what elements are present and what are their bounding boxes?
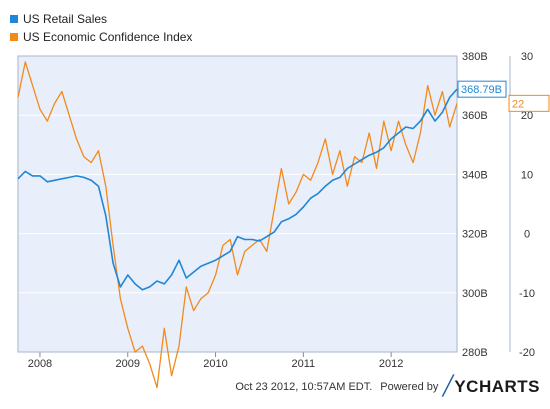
right-axis-tick-label: -20 bbox=[519, 347, 535, 359]
x-axis-tick-label: 2012 bbox=[379, 358, 403, 370]
end-label-box-retail-sales bbox=[457, 80, 507, 98]
series-line-retail-sales bbox=[17, 88, 458, 291]
left-axis-tick-label: 340B bbox=[462, 169, 488, 181]
x-axis-tick-label: 2009 bbox=[116, 358, 140, 370]
legend-item-retail-sales[interactable]: US Retail Sales bbox=[10, 10, 192, 28]
plot-border bbox=[17, 55, 458, 353]
left-axis-tick-label: 320B bbox=[462, 229, 488, 241]
x-axis-tick-label: 2011 bbox=[292, 358, 316, 370]
left-axis-tick-label: 280B bbox=[462, 347, 488, 359]
end-label-confidence-index: 22 bbox=[512, 98, 524, 110]
ycharts-logo[interactable]: ╱ YCHARTS bbox=[442, 375, 540, 398]
powered-by-text: Powered by bbox=[380, 380, 439, 393]
right-axis-tick-label: 30 bbox=[521, 51, 533, 63]
right-axis-tick-label: 20 bbox=[521, 110, 533, 122]
right-axis-tick-label: 10 bbox=[521, 169, 533, 181]
legend-label-confidence-index: US Economic Confidence Index bbox=[23, 30, 193, 44]
legend-label-retail-sales: US Retail Sales bbox=[23, 12, 108, 26]
footer-timestamp: Oct 23 2012, 10:57AM EDT. bbox=[235, 380, 373, 393]
end-label-retail-sales: 368.79B bbox=[461, 84, 502, 96]
series-line-confidence-index bbox=[17, 61, 458, 389]
right-axis-tick-label: 0 bbox=[524, 229, 530, 241]
x-axis-tick-label: 2008 bbox=[28, 358, 52, 370]
legend-swatch-confidence-index bbox=[10, 33, 18, 41]
footer: Oct 23 2012, 10:57AM EDT. Powered by ╱ Y… bbox=[235, 375, 540, 398]
right-axis-tick-label: -10 bbox=[519, 288, 535, 300]
ycharts-logo-text: YCHARTS bbox=[454, 376, 540, 396]
legend-item-confidence-index[interactable]: US Economic Confidence Index bbox=[10, 28, 192, 46]
x-axis-tick-label: 2010 bbox=[203, 358, 227, 370]
left-axis-tick-label: 300B bbox=[462, 288, 488, 300]
plot-area bbox=[18, 56, 457, 352]
left-axis-tick-label: 360B bbox=[462, 110, 488, 122]
left-axis-tick-label: 380B bbox=[462, 51, 488, 63]
legend-swatch-retail-sales bbox=[10, 15, 18, 23]
legend: US Retail Sales US Economic Confidence I… bbox=[10, 10, 192, 46]
end-label-box-confidence-index bbox=[508, 94, 550, 112]
ycharts-logo-icon: ╱ bbox=[442, 376, 455, 397]
